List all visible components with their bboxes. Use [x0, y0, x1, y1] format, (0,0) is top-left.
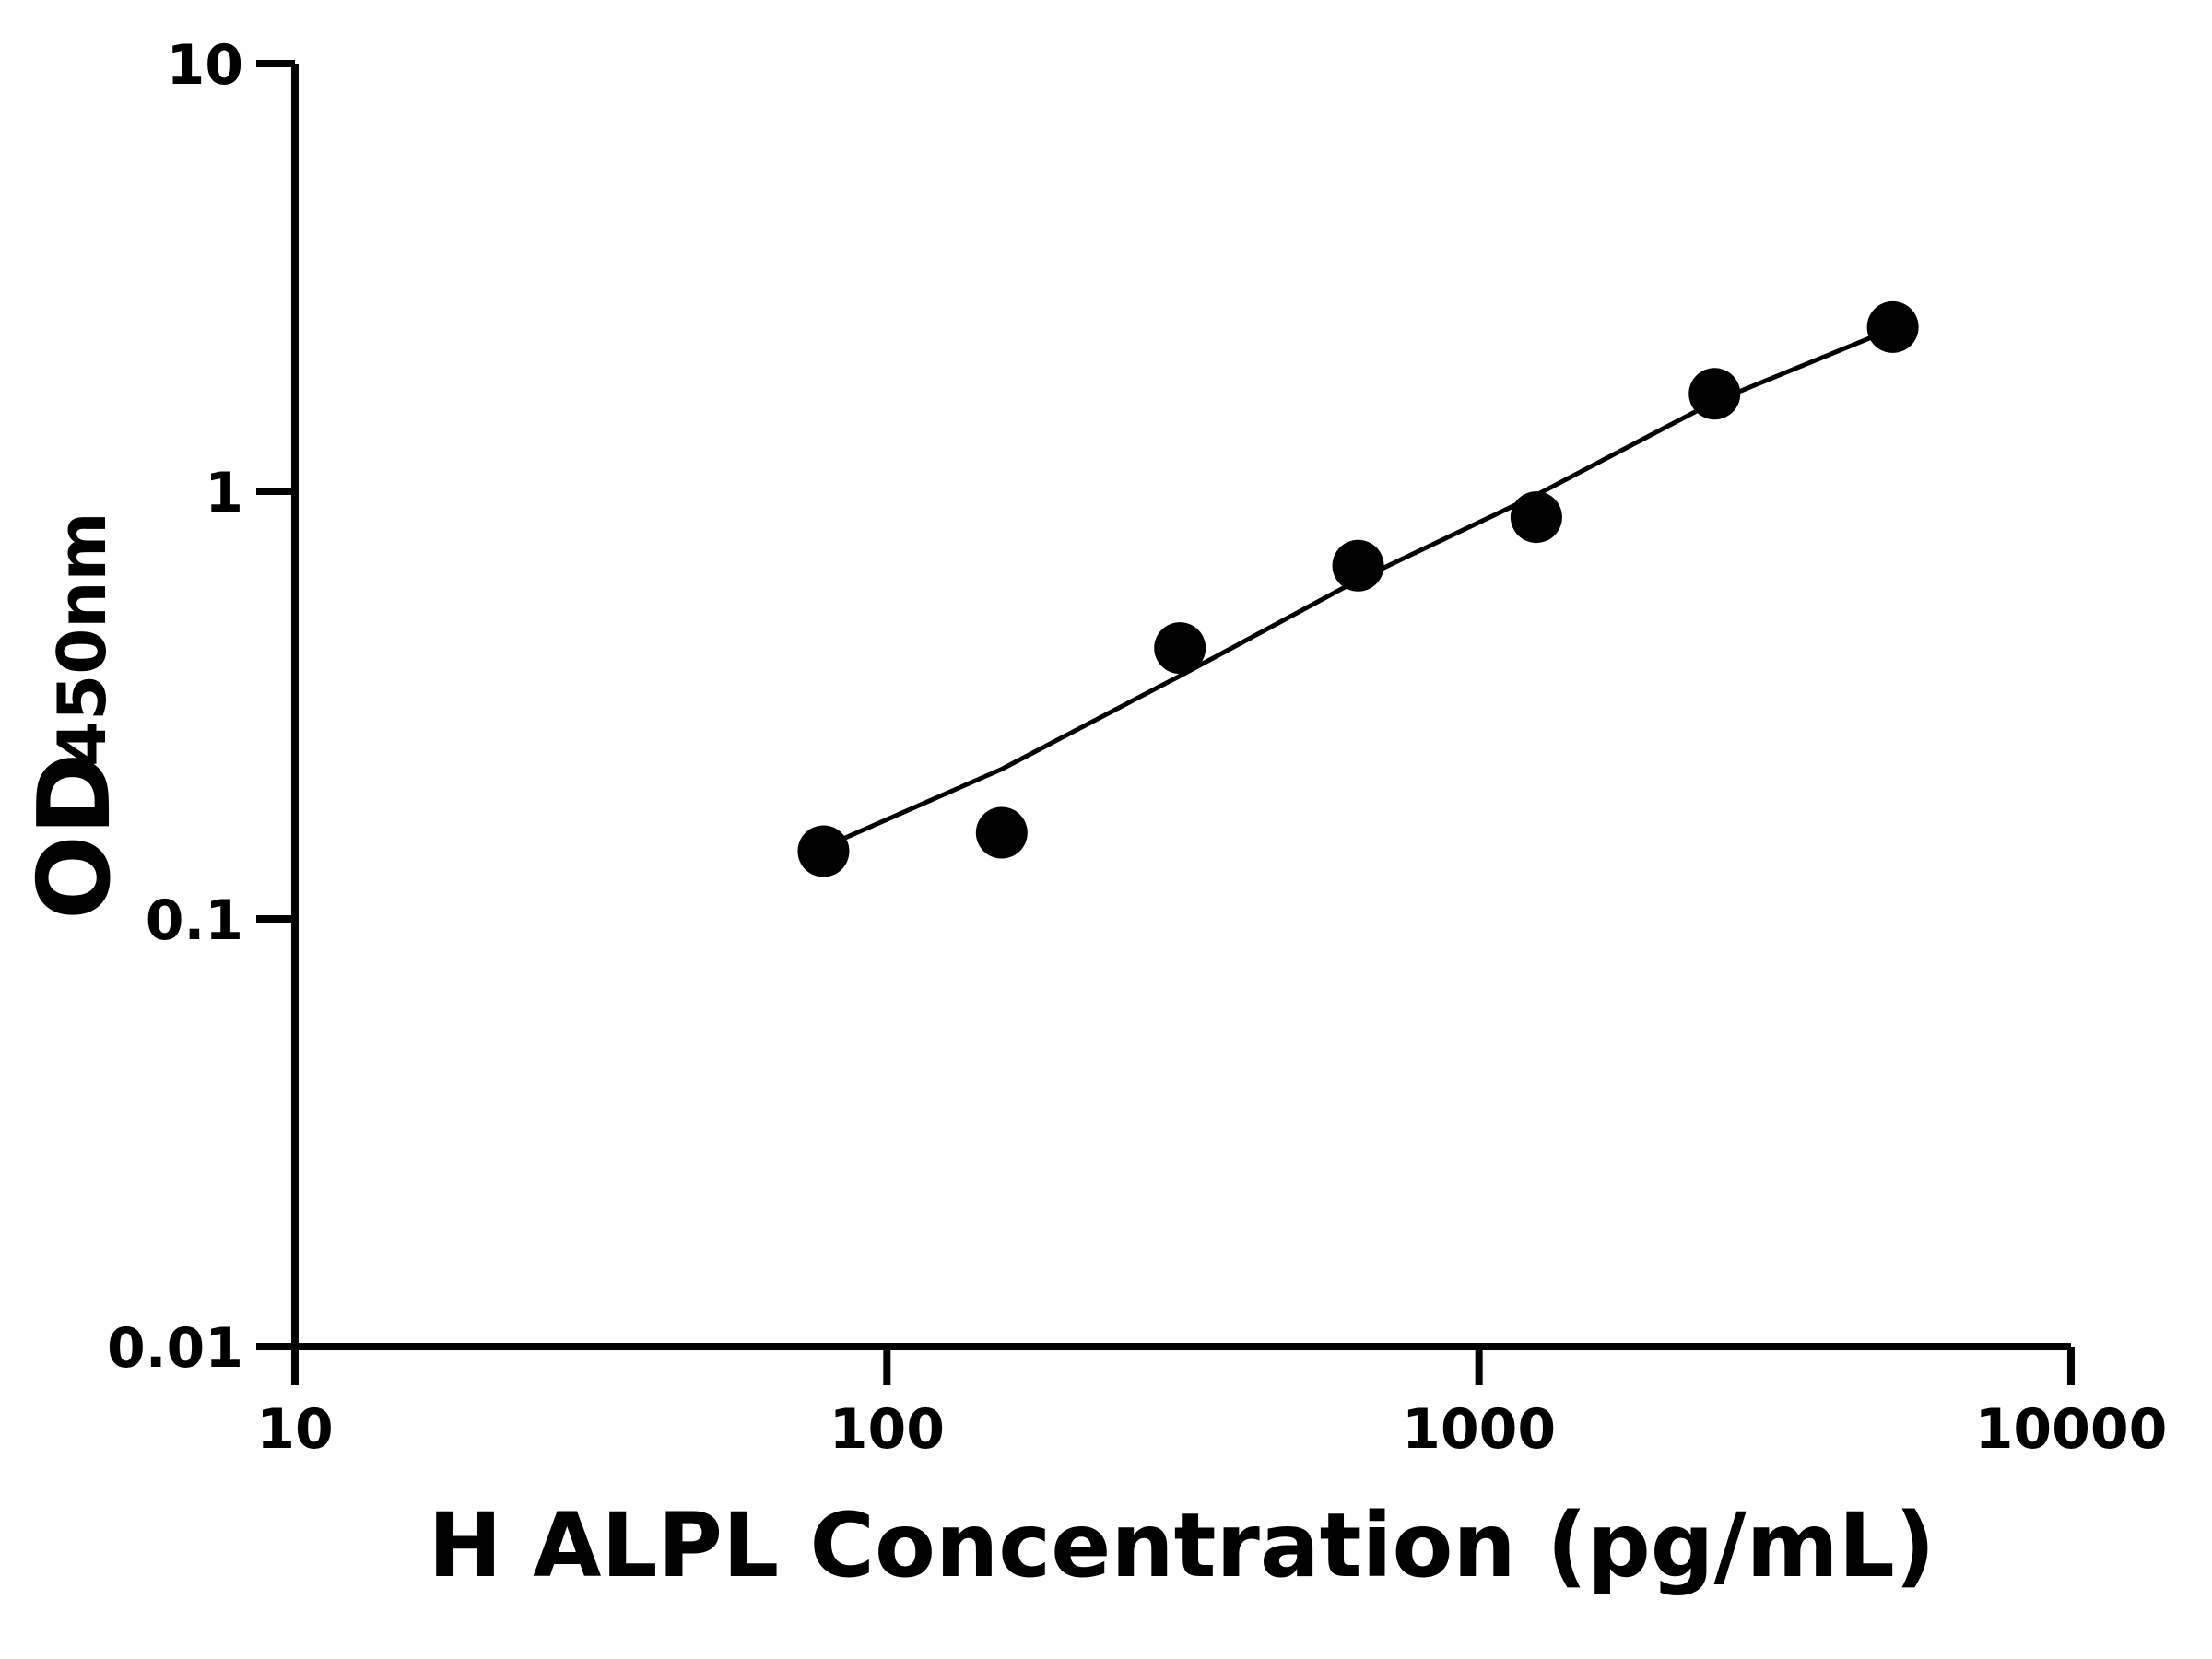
x-tick-label: 10	[256, 1397, 334, 1462]
data-point	[1154, 622, 1206, 675]
data-point	[1688, 368, 1741, 420]
y-tick-label: 10	[167, 33, 244, 98]
x-axis-title: H ALPL Concentration (pg/mL)	[428, 1494, 1935, 1597]
y-tick-label: 0.01	[107, 1316, 243, 1381]
y-tick-label: 0.1	[146, 888, 243, 953]
x-tick-label: 100	[830, 1397, 945, 1462]
data-point	[1510, 491, 1562, 544]
data-point	[797, 825, 850, 877]
data-point	[1332, 539, 1384, 592]
y-tick-label: 1	[205, 461, 243, 525]
data-point	[975, 806, 1028, 859]
x-tick-label: 10000	[1975, 1397, 2168, 1462]
data-point	[1866, 300, 1919, 353]
y-axis-title: OD 450nm	[18, 512, 133, 920]
y-axis-title-main: OD	[18, 753, 133, 920]
y-axis-title-subscript: 450nm	[43, 512, 121, 767]
x-tick-label: 1000	[1402, 1397, 1556, 1462]
